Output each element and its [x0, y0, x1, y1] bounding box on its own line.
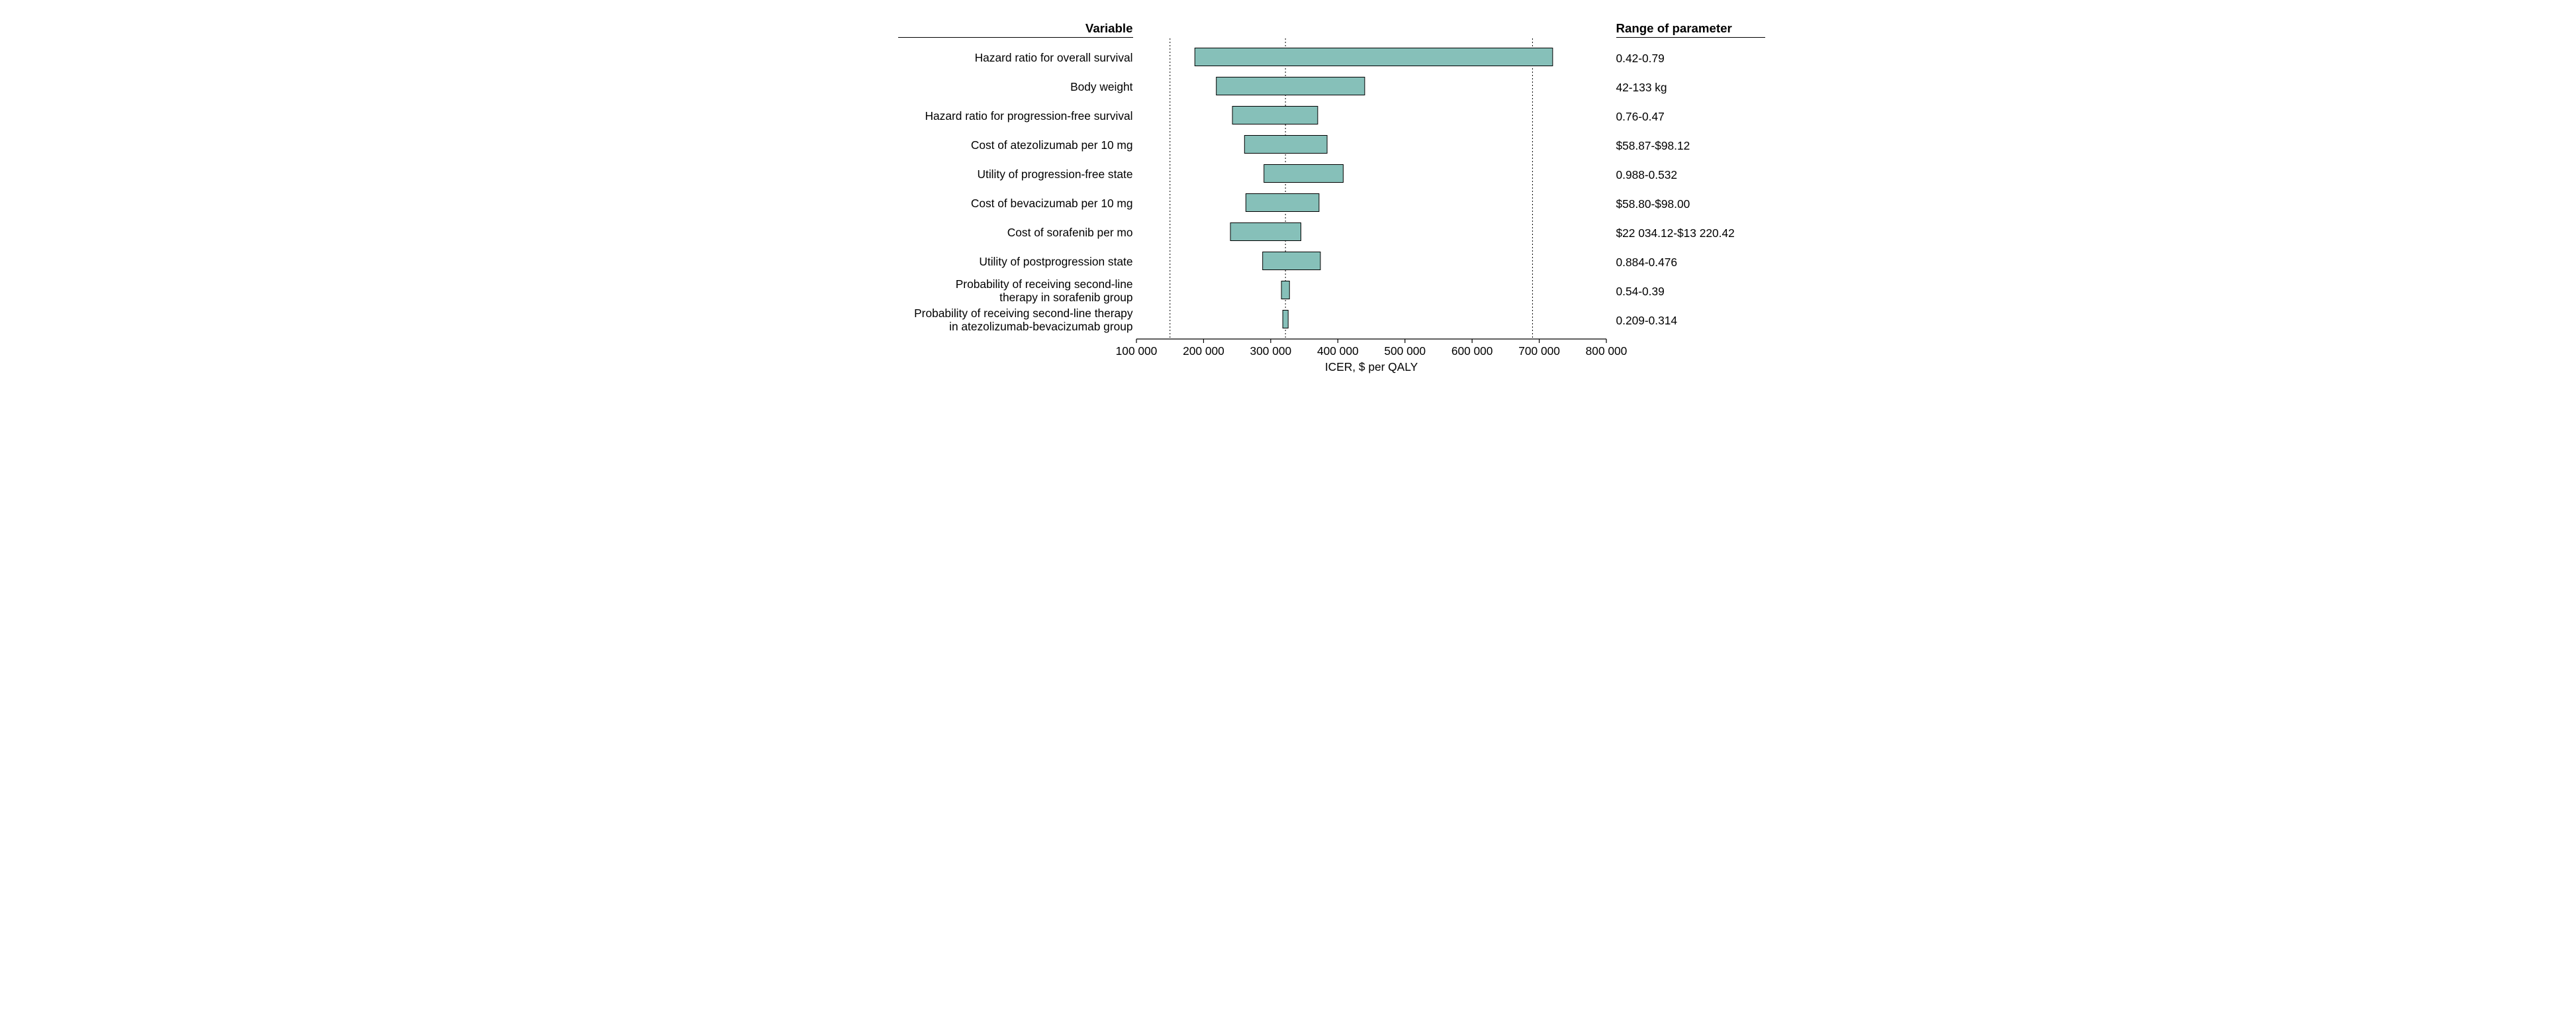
- row-label: Hazard ratio for overall survival: [805, 52, 1133, 65]
- row-label-line: Cost of bevacizumab per 10 mg: [805, 197, 1133, 211]
- x-tick-label: 300 000: [1250, 344, 1291, 358]
- row-label: Cost of bevacizumab per 10 mg: [805, 197, 1133, 211]
- row-label: Probability of receiving second-linether…: [805, 278, 1133, 305]
- tornado-chart: VariableRange of parameter100 000200 000…: [805, 13, 1771, 396]
- row-label: Probability of receiving second-line the…: [805, 307, 1133, 334]
- row-label-line: Cost of sorafenib per mo: [805, 226, 1133, 240]
- row-label-line: Probability of receiving second-line the…: [805, 307, 1133, 320]
- x-tick-label: 200 000: [1183, 344, 1224, 358]
- row-range: 0.209-0.314: [1616, 314, 1678, 328]
- row-label-line: Probability of receiving second-line: [805, 278, 1133, 291]
- x-tick-label: 500 000: [1384, 344, 1426, 358]
- tornado-bar: [1195, 48, 1553, 66]
- x-tick-label: 800 000: [1585, 344, 1627, 358]
- row-range: 0.884-0.476: [1616, 256, 1678, 269]
- row-range: $58.80-$98.00: [1616, 197, 1690, 211]
- row-label: Cost of atezolizumab per 10 mg: [805, 139, 1133, 152]
- row-label-line: Hazard ratio for progression-free surviv…: [805, 110, 1133, 123]
- tornado-bar: [1244, 136, 1327, 154]
- row-label: Utility of postprogression state: [805, 256, 1133, 269]
- x-tick-label: 700 000: [1518, 344, 1560, 358]
- tornado-bar: [1216, 77, 1364, 95]
- row-label-line: Hazard ratio for overall survival: [805, 52, 1133, 65]
- tornado-bar: [1246, 194, 1319, 212]
- tornado-bar: [1262, 252, 1320, 270]
- row-label-line: in atezolizumab-bevacizumab group: [805, 320, 1133, 334]
- tornado-bar: [1230, 223, 1301, 241]
- x-axis-title: ICER, $ per QALY: [1324, 360, 1418, 373]
- row-label-line: Body weight: [805, 81, 1133, 94]
- row-label-line: Utility of progression-free state: [805, 168, 1133, 181]
- tornado-bar: [1281, 281, 1289, 299]
- row-label: Utility of progression-free state: [805, 168, 1133, 181]
- row-label-line: therapy in sorafenib group: [805, 291, 1133, 305]
- row-range: $22 034.12-$13 220.42: [1616, 226, 1735, 240]
- row-label: Body weight: [805, 81, 1133, 94]
- x-tick-label: 600 000: [1451, 344, 1493, 358]
- row-range: 42-133 kg: [1616, 81, 1667, 95]
- row-label-line: Utility of postprogression state: [805, 256, 1133, 269]
- row-range: 0.42-0.79: [1616, 52, 1665, 66]
- tornado-bar: [1232, 107, 1318, 124]
- row-label: Hazard ratio for progression-free surviv…: [805, 110, 1133, 123]
- tornado-bar: [1264, 165, 1343, 183]
- row-label: Cost of sorafenib per mo: [805, 226, 1133, 240]
- row-range: 0.76-0.47: [1616, 110, 1665, 124]
- tornado-bar: [1283, 311, 1288, 328]
- x-tick-label: 400 000: [1316, 344, 1358, 358]
- row-range: $58.87-$98.12: [1616, 139, 1690, 153]
- x-tick-label: 100 000: [1115, 344, 1157, 358]
- row-range: 0.54-0.39: [1616, 285, 1665, 299]
- row-label-line: Cost of atezolizumab per 10 mg: [805, 139, 1133, 152]
- row-range: 0.988-0.532: [1616, 168, 1678, 182]
